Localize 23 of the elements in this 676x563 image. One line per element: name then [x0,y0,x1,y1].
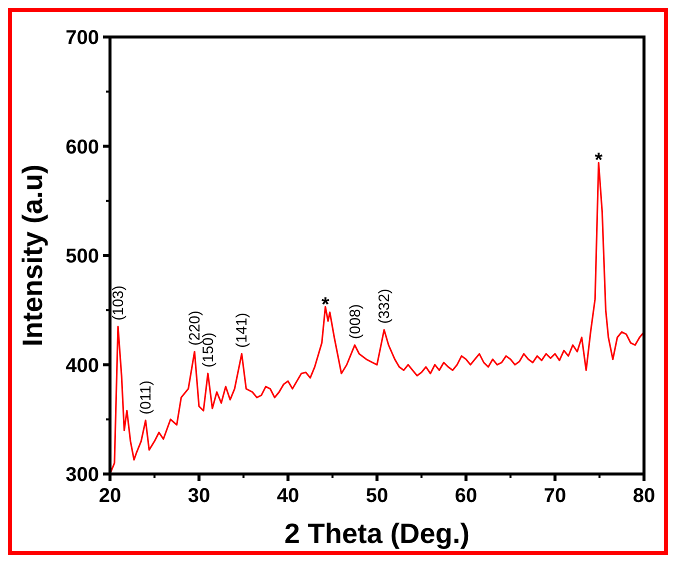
x-tick-label: 30 [188,485,210,507]
annotation: (141) [234,312,251,348]
annotation: * [594,150,603,172]
y-tick-label: 700 [66,27,99,49]
y-tick-label: 500 [66,246,99,268]
annotation: (220) [186,310,204,346]
x-tick-label: 40 [276,485,300,507]
y-tick-label: 300 [66,464,99,486]
x-tick-label: 70 [544,485,566,507]
annotation: (008) [346,304,364,340]
annotation: (103) [110,285,128,321]
x-tick-label: 50 [366,485,388,507]
x-tick-label: 80 [632,485,656,507]
y-axis-title: Intensity (a.u) [17,164,48,347]
y-tick-label: 600 [66,136,99,158]
x-axis-title: 2 Theta (Deg.) [284,518,470,549]
line-series [109,162,645,475]
y-tick-label: 400 [66,354,99,377]
annotation: (011) [138,380,155,414]
annotation: * [321,294,330,316]
x-tick-label: 20 [98,485,122,507]
annotation: (332) [376,288,394,324]
x-tick-label: 60 [454,485,478,507]
